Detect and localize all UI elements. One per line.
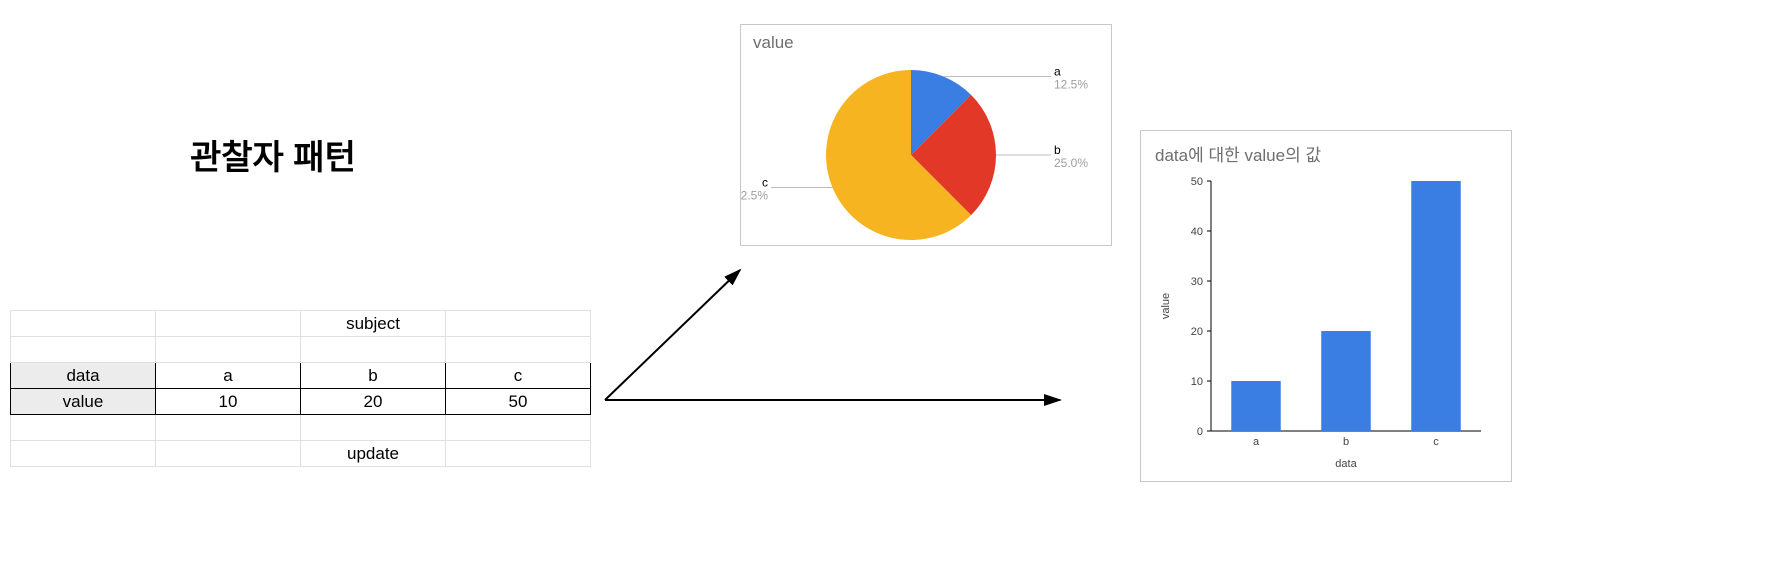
row-data-header: data: [11, 363, 156, 389]
bar-ytick-20: 20: [1191, 326, 1203, 338]
pie-pct-c: 62.5%: [741, 189, 768, 203]
label-subject: subject: [301, 311, 446, 337]
bar-ytitle: value: [1160, 293, 1172, 319]
subject-table: subject data a b c value 10 20 50 update: [10, 310, 591, 467]
bar-ytick-40: 40: [1191, 226, 1203, 238]
row-update-label: update: [11, 441, 591, 467]
pie-label-a: a: [1054, 64, 1061, 78]
cell-value-1: 20: [301, 389, 446, 415]
bar-xlabel-a: a: [1253, 436, 1260, 448]
pie-pct-a: 12.5%: [1054, 77, 1088, 91]
row-data: data a b c: [11, 363, 591, 389]
row-blank-2: [11, 415, 591, 441]
bar-ytick-50: 50: [1191, 176, 1203, 188]
diagram-canvas: 관찰자 패턴 subject data a b c value 10 20 50…: [0, 0, 1780, 562]
pie-pct-b: 25.0%: [1054, 156, 1088, 170]
bar-a: [1231, 381, 1281, 431]
bar-xlabel-c: c: [1433, 436, 1439, 448]
cell-data-1: b: [301, 363, 446, 389]
bar-b: [1321, 331, 1371, 431]
arrow-to-pie: [605, 270, 740, 400]
row-value: value 10 20 50: [11, 389, 591, 415]
row-value-header: value: [11, 389, 156, 415]
pie-label-b: b: [1054, 143, 1061, 157]
pie-chart: value a12.5%b25.0%c62.5%: [740, 24, 1112, 246]
cell-data-2: c: [446, 363, 591, 389]
bar-xlabel-b: b: [1343, 436, 1349, 448]
bar-c: [1411, 181, 1461, 431]
cell-value-0: 10: [156, 389, 301, 415]
cell-data-0: a: [156, 363, 301, 389]
bar-ytick-0: 0: [1197, 426, 1203, 438]
bar-xtitle: data: [1335, 458, 1357, 470]
bar-ytick-30: 30: [1191, 276, 1203, 288]
flow-arrows: [600, 260, 1150, 460]
bar-chart: data에 대한 value의 값 01020304050abcdatavalu…: [1140, 130, 1512, 482]
bar-svg: 0 10 20 30 40 50 a b c data value: [1141, 131, 1511, 481]
cell-value-2: 50: [446, 389, 591, 415]
page-title: 관찰자 패턴: [190, 130, 356, 179]
label-update: update: [301, 441, 446, 467]
bar-ytick-10: 10: [1191, 376, 1203, 388]
pie-svg: a12.5% b25.0% c62.5%: [741, 25, 1111, 245]
row-subject-label: subject: [11, 311, 591, 337]
pie-label-c: c: [762, 176, 768, 190]
row-blank-1: [11, 337, 591, 363]
